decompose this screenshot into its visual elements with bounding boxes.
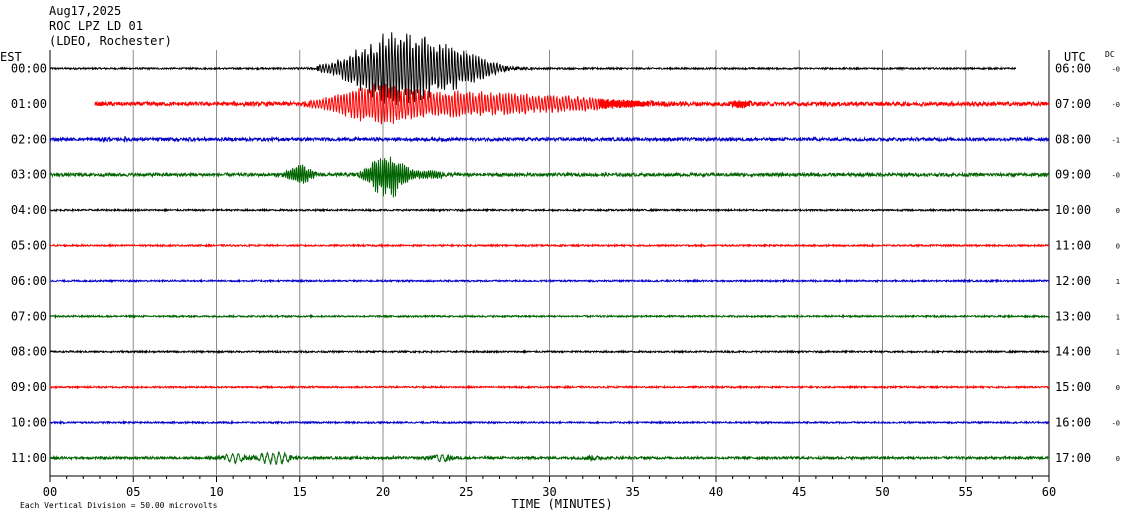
seismic-trace	[49, 32, 1017, 106]
scale-note: Each Vertical Division = 50.00 microvolt…	[20, 501, 218, 510]
x-tick-label: 55	[959, 485, 973, 499]
x-tick-label: 15	[293, 485, 307, 499]
dc-offset-label: -1	[1112, 136, 1120, 144]
est-time-label: 09:00	[11, 380, 47, 394]
seismic-trace	[49, 156, 1050, 198]
est-time-label: 11:00	[11, 451, 47, 465]
est-axis-title: EST	[0, 50, 22, 64]
dc-offset-label: 1	[1116, 278, 1120, 286]
est-time-label: 06:00	[11, 274, 47, 288]
seismic-trace	[49, 135, 1050, 144]
utc-axis-title: UTC	[1064, 50, 1086, 64]
utc-time-label: 10:00	[1055, 203, 1091, 217]
est-time-label: 08:00	[11, 345, 47, 359]
x-tick-label: 60	[1042, 485, 1056, 499]
dc-offset-label: 1	[1116, 349, 1120, 357]
seismic-trace	[49, 349, 1050, 355]
seismic-trace	[49, 207, 1050, 213]
utc-time-label: 12:00	[1055, 274, 1091, 288]
x-tick-label: 05	[126, 485, 140, 499]
dc-offset-label: -0	[1112, 420, 1120, 428]
utc-time-label: 07:00	[1055, 97, 1091, 111]
dc-offset-label: -0	[1112, 172, 1120, 180]
x-tick-label: 00	[43, 485, 57, 499]
x-tick-label: 10	[209, 485, 223, 499]
date-label: Aug17,2025	[49, 4, 122, 18]
x-axis-label: TIME (MINUTES)	[511, 497, 612, 511]
dc-offset-label: 0	[1116, 207, 1120, 215]
x-tick-label: 20	[376, 485, 390, 499]
dc-offset-label: 1	[1116, 313, 1120, 321]
seismic-trace	[49, 384, 1050, 390]
dc-offset-label: -0	[1112, 66, 1120, 74]
est-time-label: 01:00	[11, 97, 47, 111]
seismic-trace	[49, 242, 1050, 249]
seismic-trace	[49, 450, 1050, 466]
seismic-trace	[49, 419, 1050, 426]
dc-offset-label: -0	[1112, 101, 1120, 109]
dc-offset-label: 0	[1116, 384, 1120, 392]
chart-grid	[49, 50, 1050, 482]
est-time-label: 07:00	[11, 309, 47, 323]
dc-column-title: DC	[1105, 50, 1115, 59]
seismic-trace	[49, 313, 1050, 320]
utc-time-label: 17:00	[1055, 451, 1091, 465]
seismic-trace	[94, 83, 1050, 125]
est-time-label: 00:00	[11, 62, 47, 76]
x-tick-label: 45	[792, 485, 806, 499]
seismic-trace	[49, 278, 1050, 284]
utc-time-label: 06:00	[1055, 62, 1091, 76]
est-time-label: 04:00	[11, 203, 47, 217]
est-time-label: 10:00	[11, 416, 47, 430]
utc-time-label: 09:00	[1055, 168, 1091, 182]
utc-time-label: 16:00	[1055, 416, 1091, 430]
utc-time-label: 14:00	[1055, 345, 1091, 359]
est-time-label: 03:00	[11, 168, 47, 182]
x-tick-label: 30	[542, 485, 556, 499]
chart-traces	[49, 32, 1050, 466]
x-tick-label: 50	[875, 485, 889, 499]
utc-time-label: 13:00	[1055, 309, 1091, 323]
x-tick-label: 40	[709, 485, 723, 499]
station-label: ROC LPZ LD 01	[49, 19, 143, 33]
utc-time-label: 11:00	[1055, 239, 1091, 253]
network-label: (LDEO, Rochester)	[49, 34, 172, 48]
dc-offset-label: 0	[1116, 243, 1120, 251]
dc-offset-label: 0	[1116, 455, 1120, 463]
est-time-label: 05:00	[11, 239, 47, 253]
utc-time-label: 15:00	[1055, 380, 1091, 394]
est-time-label: 02:00	[11, 132, 47, 146]
x-tick-label: 35	[626, 485, 640, 499]
x-tick-label: 25	[459, 485, 473, 499]
utc-time-label: 08:00	[1055, 132, 1091, 146]
